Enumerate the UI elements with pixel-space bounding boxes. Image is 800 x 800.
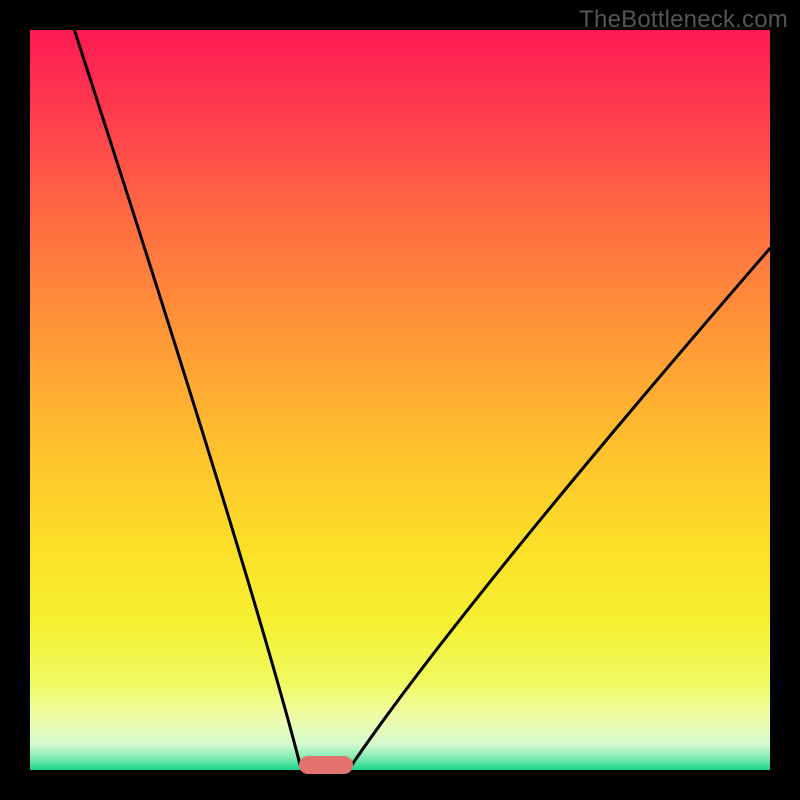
- plot-area: [30, 30, 770, 770]
- chart-root: TheBottleneck.com: [0, 0, 800, 800]
- optimum-marker: [299, 756, 354, 775]
- bottleneck-curve: [30, 30, 770, 770]
